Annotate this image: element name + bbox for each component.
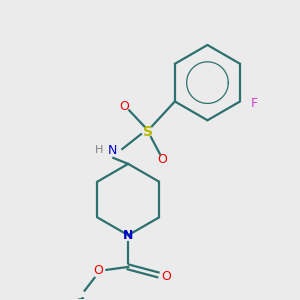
Text: O: O (161, 270, 171, 283)
Text: H: H (95, 145, 104, 155)
Text: O: O (157, 153, 167, 167)
Text: O: O (119, 100, 129, 113)
Text: N: N (108, 143, 117, 157)
Text: F: F (250, 97, 257, 110)
Text: O: O (94, 264, 103, 278)
Text: N: N (123, 229, 134, 242)
Text: S: S (143, 125, 153, 139)
